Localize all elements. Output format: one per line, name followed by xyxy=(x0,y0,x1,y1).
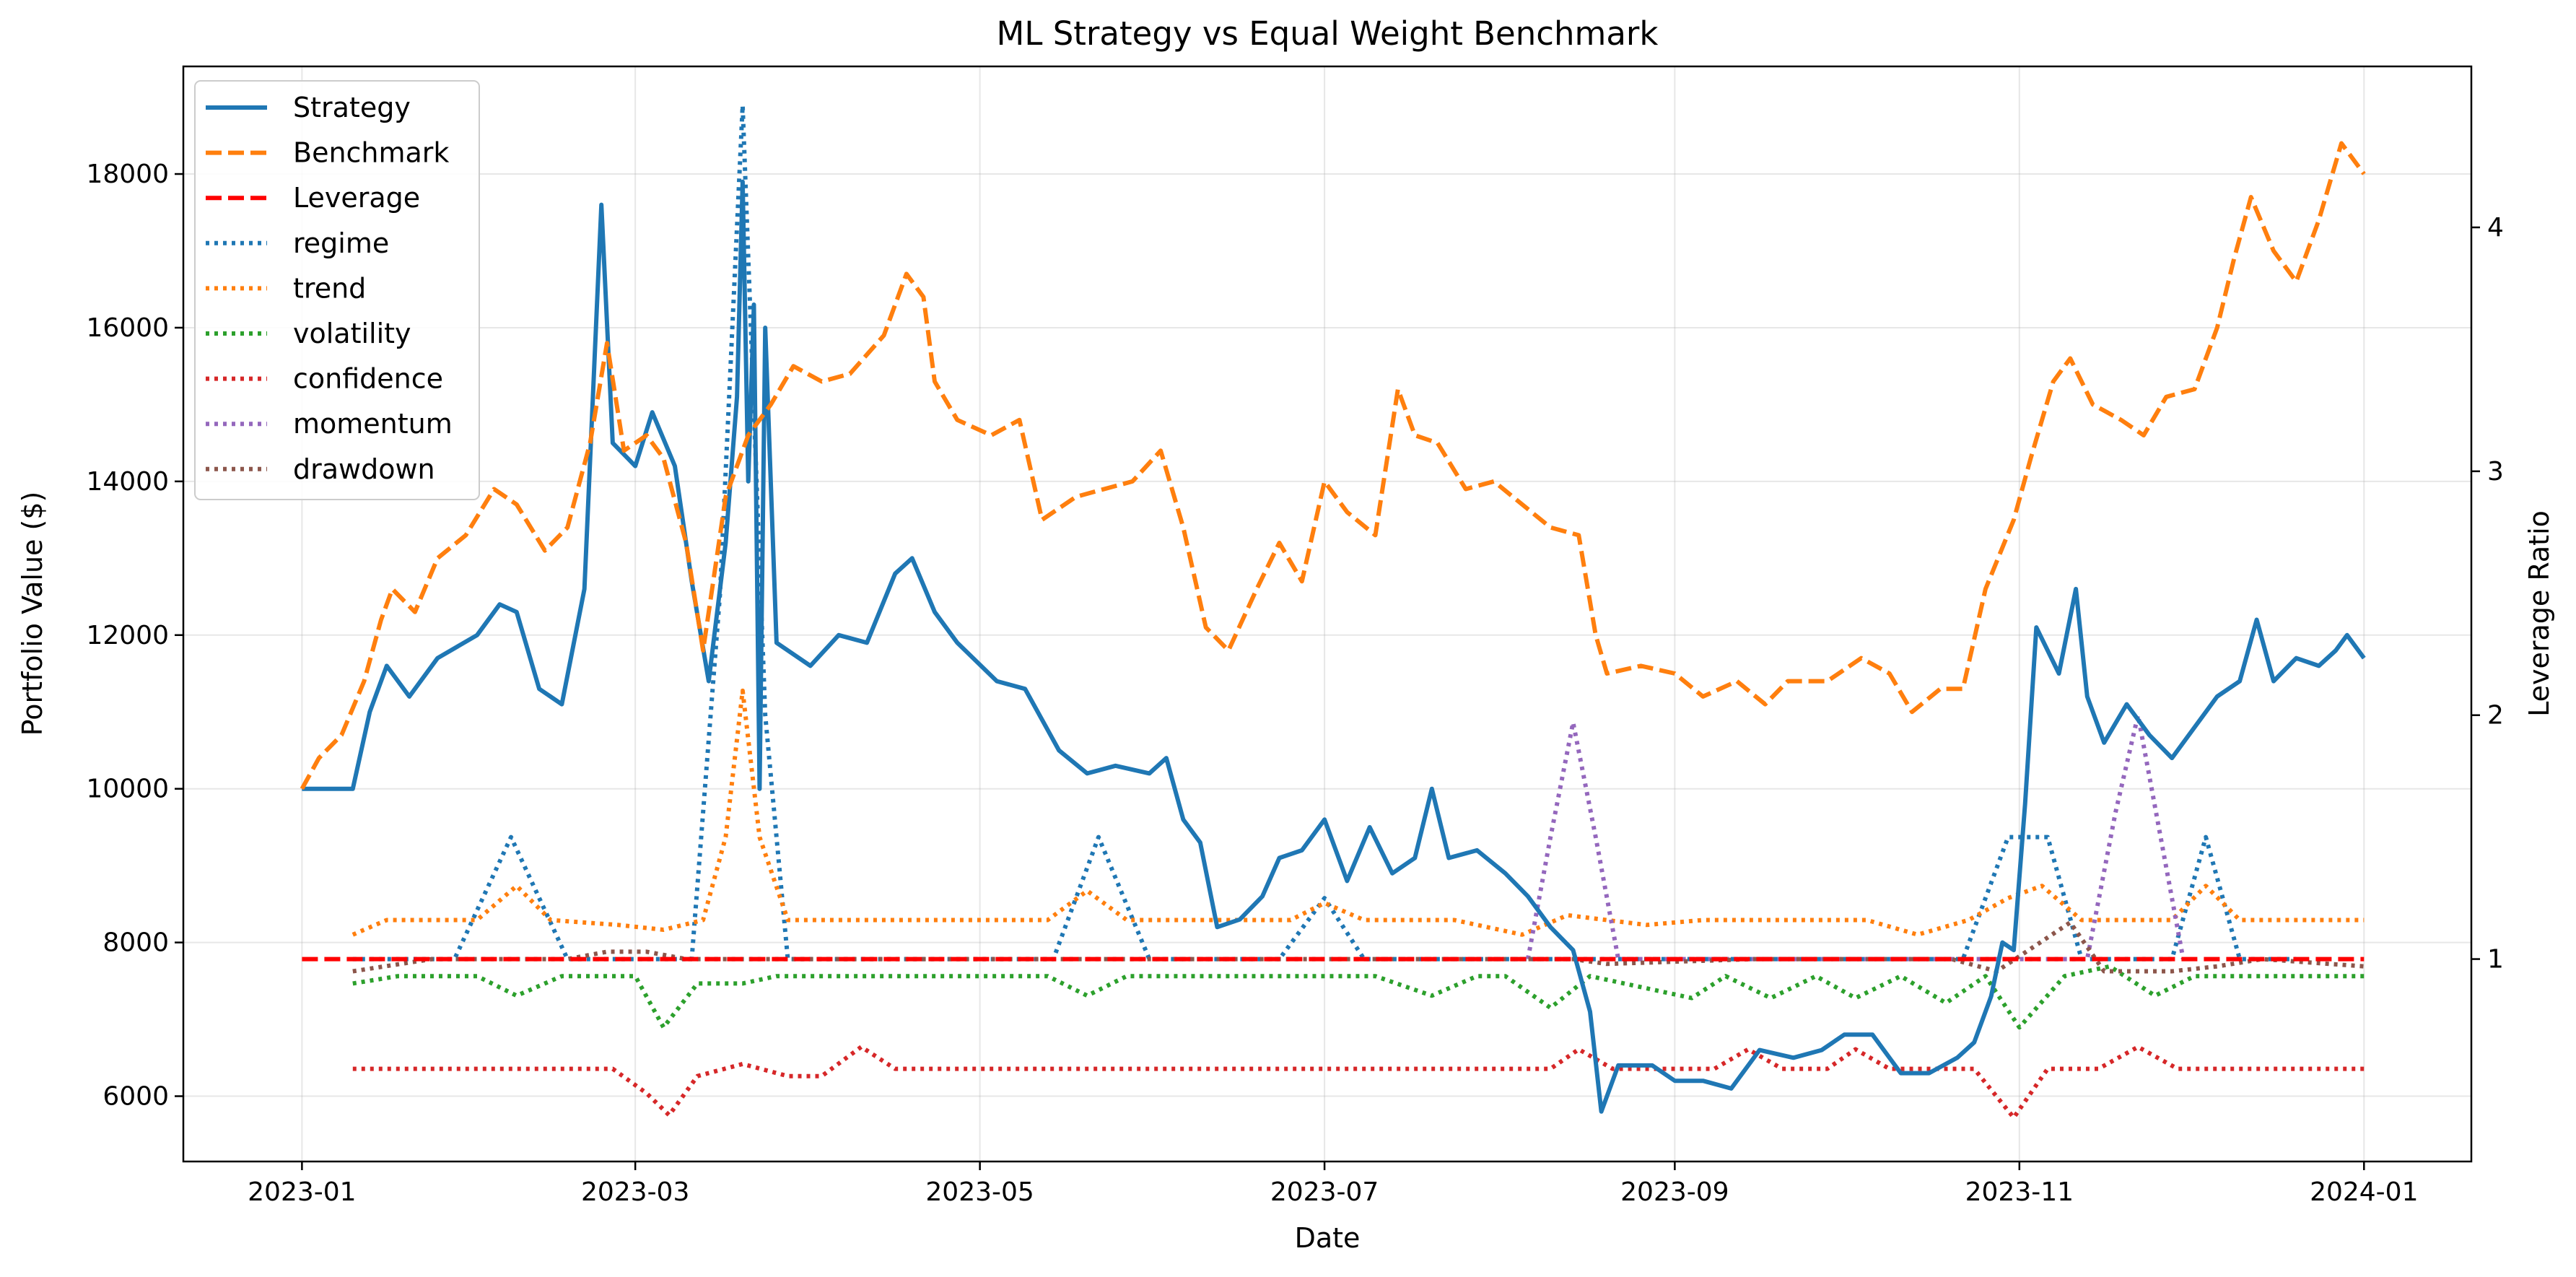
x-tick-label: 2023-01 xyxy=(248,1177,356,1207)
series-line-volatility xyxy=(352,964,2365,1030)
series-line-strategy xyxy=(302,179,2366,1114)
y-tick-label: 14000 xyxy=(86,467,169,497)
x-tick-label: 2023-11 xyxy=(1965,1177,2074,1207)
y-tick-label: 8000 xyxy=(102,928,169,958)
y2-tick-label: 1 xyxy=(2487,945,2504,975)
legend-label-strategy: Strategy xyxy=(293,92,411,123)
y-axis-title: Portfolio Value ($) xyxy=(17,492,48,736)
y2-tick-label: 4 xyxy=(2487,213,2504,243)
y2-tick-label: 2 xyxy=(2487,701,2504,731)
chart-title: ML Strategy vs Equal Weight Benchmark xyxy=(997,14,1659,53)
legend-label-leverage: Leverage xyxy=(293,182,420,214)
x-axis-ticks: 2023-01 2023-03 2023-05 2023-07 2023-09 2023-… xyxy=(248,1161,2418,1207)
x-tick-label: 2023-07 xyxy=(1270,1177,1379,1207)
y2-tick-label: 3 xyxy=(2487,457,2504,487)
x-axis-title: Date xyxy=(1295,1222,1361,1254)
y2-axis-title: Leverage Ratio xyxy=(2523,510,2555,717)
legend-label-confidence: confidence xyxy=(293,363,443,395)
x-tick-label: 2024-01 xyxy=(2310,1177,2418,1207)
legend-label-momentum: momentum xyxy=(293,408,453,440)
y-tick-label: 16000 xyxy=(86,313,169,343)
legend-label-volatility: volatility xyxy=(293,318,411,349)
legend-items: Strategy Benchmark Leverage regime trend vola… xyxy=(206,92,453,485)
legend-label-trend: trend xyxy=(293,272,366,304)
grid-lines xyxy=(183,66,2471,1161)
legend-label-drawdown: drawdown xyxy=(293,453,435,485)
plot-series xyxy=(300,103,2366,1120)
y-tick-label: 12000 xyxy=(86,621,169,650)
y2-axis-ticks: 1 2 3 4 xyxy=(2471,213,2504,975)
x-tick-label: 2023-03 xyxy=(581,1177,689,1207)
legend-label-benchmark: Benchmark xyxy=(293,137,449,169)
x-tick-label: 2023-09 xyxy=(1620,1177,1729,1207)
series-line-benchmark xyxy=(300,141,2366,790)
y-tick-label: 10000 xyxy=(86,775,169,804)
legend: Strategy Benchmark Leverage regime trend vola… xyxy=(194,80,480,500)
plot-frame xyxy=(182,65,2473,1163)
series-line-drawdown xyxy=(352,920,2365,974)
y-tick-label: 6000 xyxy=(102,1082,169,1112)
series-line-confidence xyxy=(352,1045,2365,1120)
x-tick-label: 2023-05 xyxy=(925,1177,1034,1207)
series-line-momentum xyxy=(1525,712,2186,962)
legend-box xyxy=(194,80,480,500)
legend-label-regime: regime xyxy=(293,227,389,259)
y-tick-label: 18000 xyxy=(86,160,169,189)
y-axis-ticks: 6000 8000 10000 12000 14000 16000 18000 xyxy=(86,160,183,1112)
